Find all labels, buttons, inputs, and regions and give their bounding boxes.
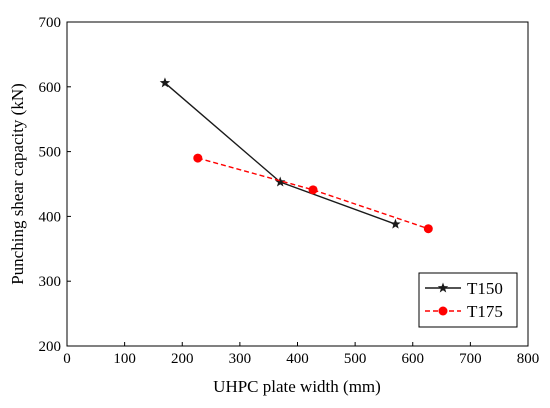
x-tick-label-700: 700	[459, 351, 482, 367]
series-T175	[193, 153, 433, 234]
series-layer	[159, 77, 433, 234]
x-tick-label-500: 500	[344, 351, 367, 367]
x-tick-label-400: 400	[286, 351, 309, 367]
legend-label-T175: T175	[467, 302, 503, 321]
legend-label-T150: T150	[467, 279, 503, 298]
series-line-T175	[197, 157, 429, 230]
T175-point-2	[423, 224, 433, 234]
x-axis-label: UHPC plate width (mm)	[213, 377, 381, 396]
T150-point-2	[390, 218, 401, 229]
series-line-T150	[164, 82, 396, 225]
y-axis-label: Punching shear capacity (kN)	[8, 83, 27, 285]
T150-point-0	[159, 77, 171, 88]
T175-point-1	[308, 185, 318, 195]
x-tick-label-200: 200	[171, 351, 194, 367]
y-tick-label-300: 300	[39, 274, 62, 290]
T175-point-0	[193, 153, 203, 163]
legend-box	[418, 272, 518, 328]
T150-point-1	[274, 176, 286, 187]
x-tick-label-300: 300	[229, 351, 252, 367]
y-tick-label-600: 600	[39, 80, 62, 96]
T150-point-legend	[437, 282, 449, 293]
y-tick-label-500: 500	[39, 145, 62, 161]
y-tick-label-200: 200	[39, 339, 62, 355]
y-tick-label-400: 400	[39, 209, 62, 225]
y-tick-label-700: 700	[39, 15, 62, 31]
x-tick-label-0: 0	[63, 351, 71, 367]
x-tick-label-600: 600	[402, 351, 425, 367]
x-tick-label-800: 800	[517, 351, 540, 367]
x-tick-label-100: 100	[113, 351, 136, 367]
x-axis-ticks: 0 100 200 300 400 500 600 700 800	[63, 342, 539, 367]
y-axis-ticks: 200 300 400 500 600 700	[39, 15, 71, 355]
series-T150	[159, 77, 401, 229]
T175-point-legend	[438, 306, 448, 316]
legend: T150 T175	[418, 272, 518, 328]
